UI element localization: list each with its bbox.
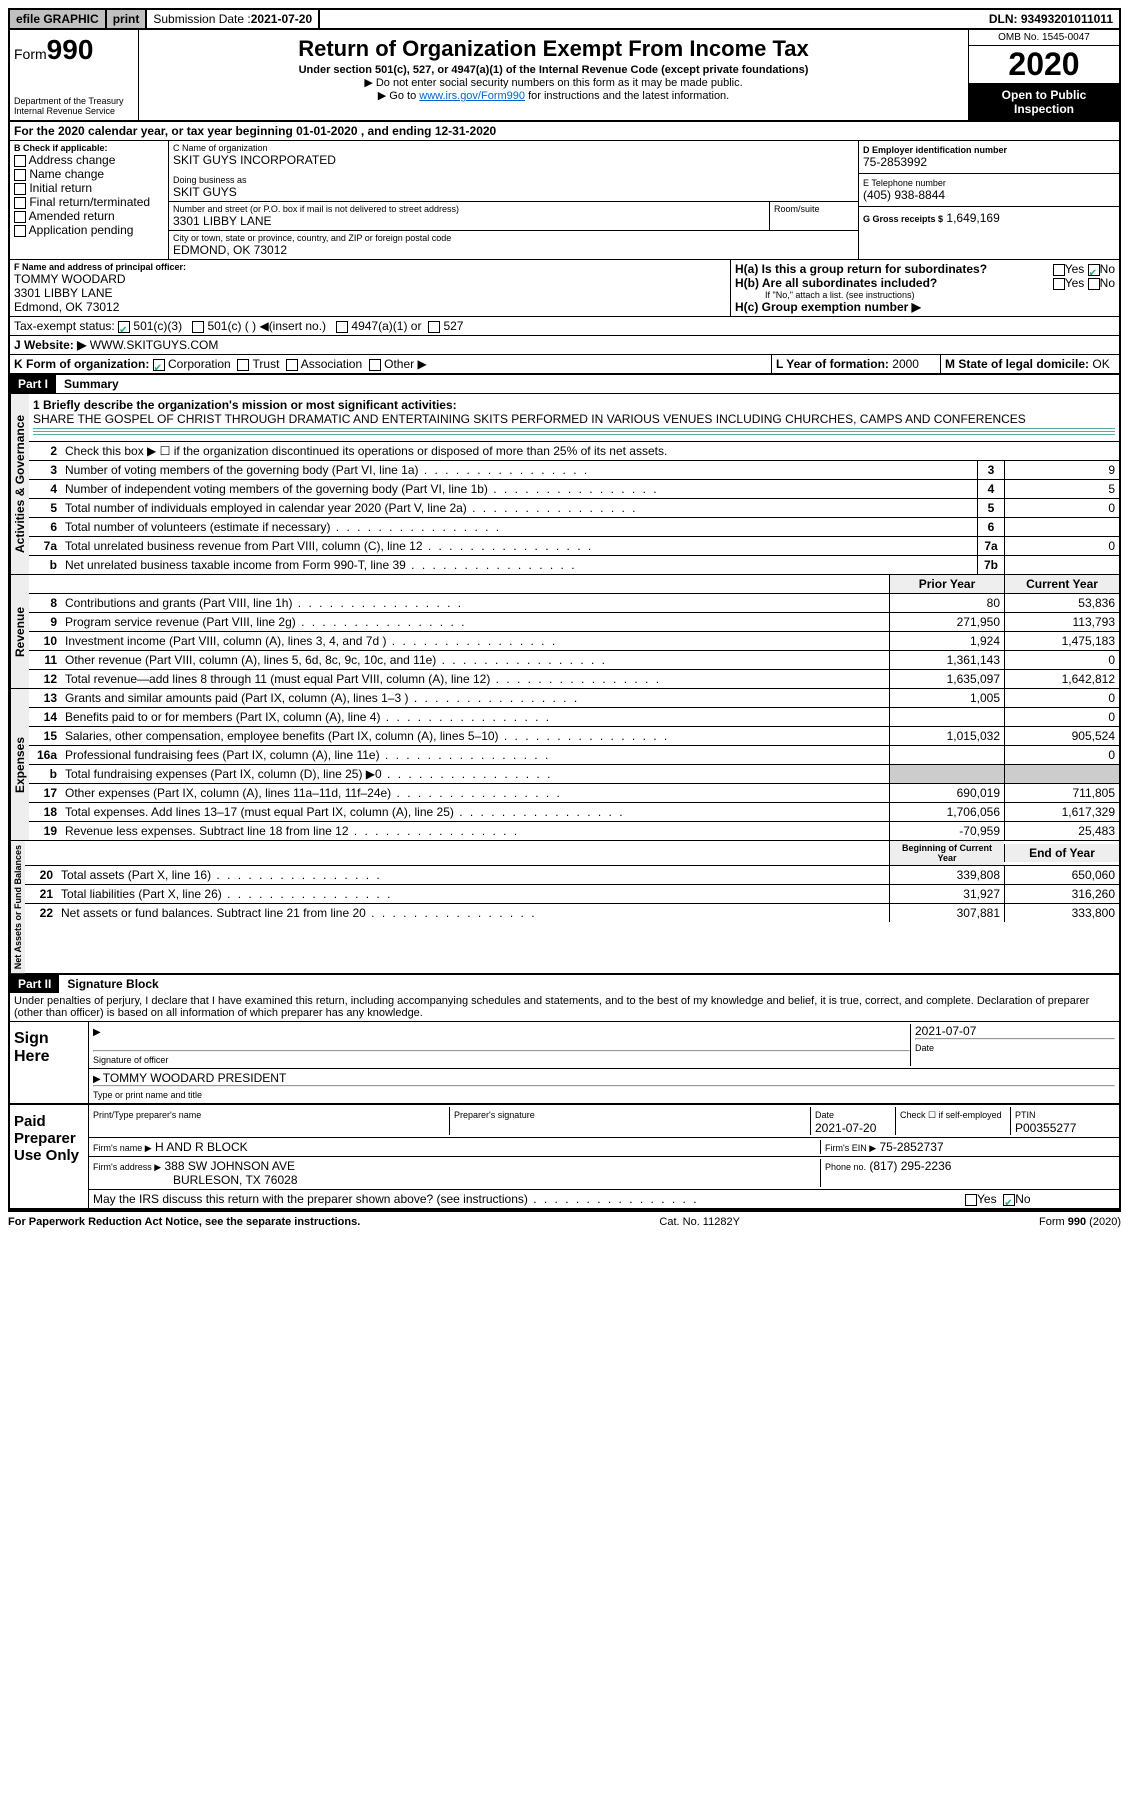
- officer-name: TOMMY WOODARD PRESIDENT: [103, 1071, 287, 1085]
- form-title: Return of Organization Exempt From Incom…: [143, 36, 964, 62]
- ein: 75-2853992: [863, 155, 1115, 169]
- org-address: 3301 LIBBY LANE: [173, 214, 765, 228]
- form-header: Form990 Department of the Treasury Inter…: [8, 30, 1121, 122]
- section-c: C Name of organization SKIT GUYS INCORPO…: [169, 141, 859, 259]
- note-ssn: ▶ Do not enter social security numbers o…: [143, 76, 964, 89]
- dept-treasury: Department of the Treasury: [14, 96, 134, 106]
- label-revenue: Revenue: [10, 575, 29, 688]
- officer-block: F Name and address of principal officer:…: [8, 260, 1121, 317]
- period-row: For the 2020 calendar year, or tax year …: [8, 122, 1121, 141]
- mission-text: SHARE THE GOSPEL OF CHRIST THROUGH DRAMA…: [33, 412, 1115, 426]
- phone: (405) 938-8844: [863, 188, 1115, 202]
- section-h: H(a) Is this a group return for subordin…: [731, 260, 1119, 316]
- arrow-icon: [93, 1024, 103, 1038]
- label-netassets: Net Assets or Fund Balances: [10, 841, 25, 973]
- note-link: ▶ Go to www.irs.gov/Form990 for instruct…: [143, 89, 964, 102]
- website-row: J Website: ▶ WWW.SKITGUYS.COM: [8, 336, 1121, 355]
- gross-receipts: 1,649,169: [946, 211, 999, 225]
- efile-label: efile GRAPHIC: [10, 10, 107, 28]
- section-b: B Check if applicable: Address change Na…: [10, 141, 169, 259]
- org-name: SKIT GUYS INCORPORATED: [173, 153, 854, 167]
- tax-exempt-row: Tax-exempt status: 501(c)(3) 501(c) ( ) …: [8, 317, 1121, 336]
- section-revenue: Revenue xx Prior Year Current Year 8Cont…: [8, 575, 1121, 689]
- footer: For Paperwork Reduction Act Notice, see …: [8, 1210, 1121, 1232]
- header-mid: Return of Organization Exempt From Incom…: [139, 30, 968, 120]
- section-netassets: Net Assets or Fund Balances xx Beginning…: [8, 841, 1121, 975]
- header-left: Form990 Department of the Treasury Inter…: [10, 30, 139, 120]
- check-501c3[interactable]: [118, 321, 130, 333]
- preparer-label: Paid Preparer Use Only: [10, 1105, 89, 1208]
- print-button[interactable]: print: [107, 10, 148, 28]
- section-expenses: Expenses 13Grants and similar amounts pa…: [8, 689, 1121, 841]
- inspection-badge: Open to Public Inspection: [969, 84, 1119, 120]
- top-bar: efile GRAPHIC print Submission Date : 20…: [8, 8, 1121, 30]
- tax-year: 2020: [969, 46, 1119, 84]
- klm-row: K Form of organization: Corporation Trus…: [8, 355, 1121, 375]
- org-city: EDMOND, OK 73012: [173, 243, 854, 257]
- identity-block: B Check if applicable: Address change Na…: [8, 141, 1121, 260]
- sign-here-label: Sign Here: [10, 1022, 89, 1103]
- dept-irs: Internal Revenue Service: [14, 106, 134, 116]
- declaration: Under penalties of perjury, I declare th…: [8, 993, 1121, 1021]
- section-deg: D Employer identification number 75-2853…: [859, 141, 1119, 259]
- omb: OMB No. 1545-0047: [969, 30, 1119, 46]
- part1-header: Part ISummary: [8, 375, 1121, 394]
- label-activities: Activities & Governance: [10, 394, 29, 574]
- section-f: F Name and address of principal officer:…: [10, 260, 731, 316]
- arrow-icon: [93, 1071, 103, 1085]
- label-expenses: Expenses: [10, 689, 29, 840]
- preparer-block: Paid Preparer Use Only Print/Type prepar…: [8, 1105, 1121, 1210]
- dln: DLN: 93493201011011: [983, 10, 1119, 28]
- section-activities: Activities & Governance 1 Briefly descri…: [8, 394, 1121, 575]
- header-right: OMB No. 1545-0047 2020 Open to Public In…: [968, 30, 1119, 120]
- form-subtitle: Under section 501(c), 527, or 4947(a)(1)…: [143, 64, 964, 76]
- irs-link[interactable]: www.irs.gov/Form990: [419, 90, 525, 102]
- part2-header: Part IISignature Block: [8, 975, 1121, 993]
- org-dba: SKIT GUYS: [173, 185, 854, 199]
- submission-cell: Submission Date : 2021-07-20: [147, 10, 320, 28]
- sign-block: Sign Here Signature of officer 2021-07-0…: [8, 1021, 1121, 1105]
- website: WWW.SKITGUYS.COM: [90, 338, 219, 352]
